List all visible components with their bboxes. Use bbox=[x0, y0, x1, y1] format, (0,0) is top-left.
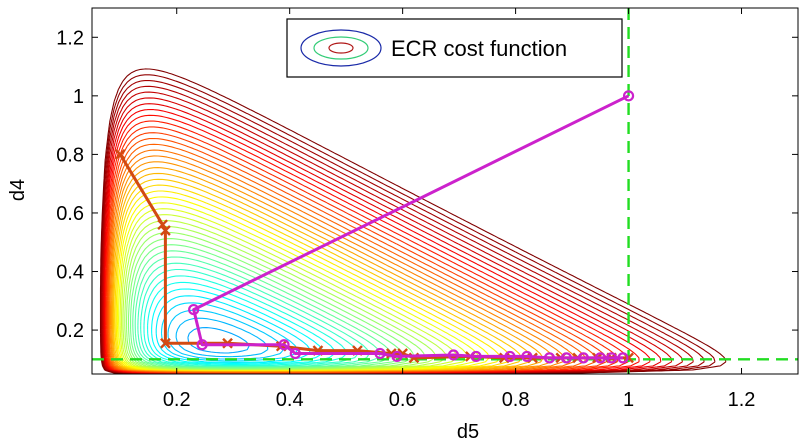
x-tick-label-4: 0.8 bbox=[502, 389, 530, 411]
x-tick-label-6: 1.2 bbox=[728, 389, 756, 411]
series-1-point-2 bbox=[157, 219, 168, 231]
legend: ECR cost function bbox=[286, 18, 623, 78]
series-2-point-7 bbox=[391, 350, 403, 363]
series-2-point-17 bbox=[617, 352, 629, 364]
x-tick-label-5: 1 bbox=[623, 389, 634, 411]
series-2-point-3 bbox=[196, 339, 208, 351]
plot-frame bbox=[91, 7, 799, 375]
x-tick-label-2: 0.4 bbox=[276, 389, 304, 411]
contour-level-60 bbox=[99, 68, 727, 374]
y-tick-label-3: 0.6 bbox=[56, 203, 84, 225]
series-2-point-5 bbox=[289, 347, 301, 360]
legend-swatch-outer bbox=[300, 29, 382, 67]
reference-lines bbox=[92, 8, 798, 374]
series-2-point-2 bbox=[188, 303, 200, 316]
legend-swatch-middle bbox=[313, 36, 369, 60]
contour-level-25 bbox=[143, 275, 347, 367]
x-axis-label: d5 bbox=[457, 421, 479, 443]
series-2-point-16 bbox=[606, 352, 618, 364]
y-axis-label: d4 bbox=[7, 179, 29, 201]
x-tick-label-1: 0.2 bbox=[163, 389, 191, 411]
series-1-point-1 bbox=[114, 149, 126, 160]
series-2-point-1 bbox=[622, 90, 635, 102]
series-2-point-14 bbox=[577, 352, 589, 364]
y-tick-label-6: 1.2 bbox=[56, 27, 84, 49]
series-1-point-3 bbox=[160, 225, 171, 236]
series-2-point-9 bbox=[470, 350, 482, 363]
series-2-point-10 bbox=[504, 350, 516, 363]
y-tick-label-1: 0.2 bbox=[56, 320, 84, 342]
y-tick-label-4: 0.8 bbox=[56, 144, 84, 166]
y-tick-label-2: 0.4 bbox=[56, 262, 84, 284]
legend-box bbox=[286, 18, 623, 78]
legend-label: ECR cost function bbox=[391, 36, 567, 61]
series-2-point-15 bbox=[594, 352, 606, 364]
series-1-point-4 bbox=[160, 337, 171, 349]
y-tick-label-5: 1 bbox=[73, 86, 84, 108]
series-2-point-13 bbox=[560, 352, 573, 364]
series-group bbox=[114, 90, 635, 364]
contour-level-22 bbox=[155, 295, 311, 363]
series-2-point-12 bbox=[543, 352, 556, 364]
series-2-line bbox=[192, 94, 630, 360]
axis-ticks: 0.2 0.4 0.6 0.8 1 1.2 0.2 0.4 0.6 0.8 1 1.2 bbox=[56, 8, 798, 411]
series-2-point-4 bbox=[278, 339, 290, 351]
legend-swatch-inner bbox=[328, 42, 354, 54]
series-2-point-8 bbox=[447, 349, 460, 361]
series-2-point-11 bbox=[521, 350, 533, 363]
x-tick-label-3: 0.6 bbox=[389, 389, 417, 411]
series-2-point-6 bbox=[374, 347, 386, 360]
